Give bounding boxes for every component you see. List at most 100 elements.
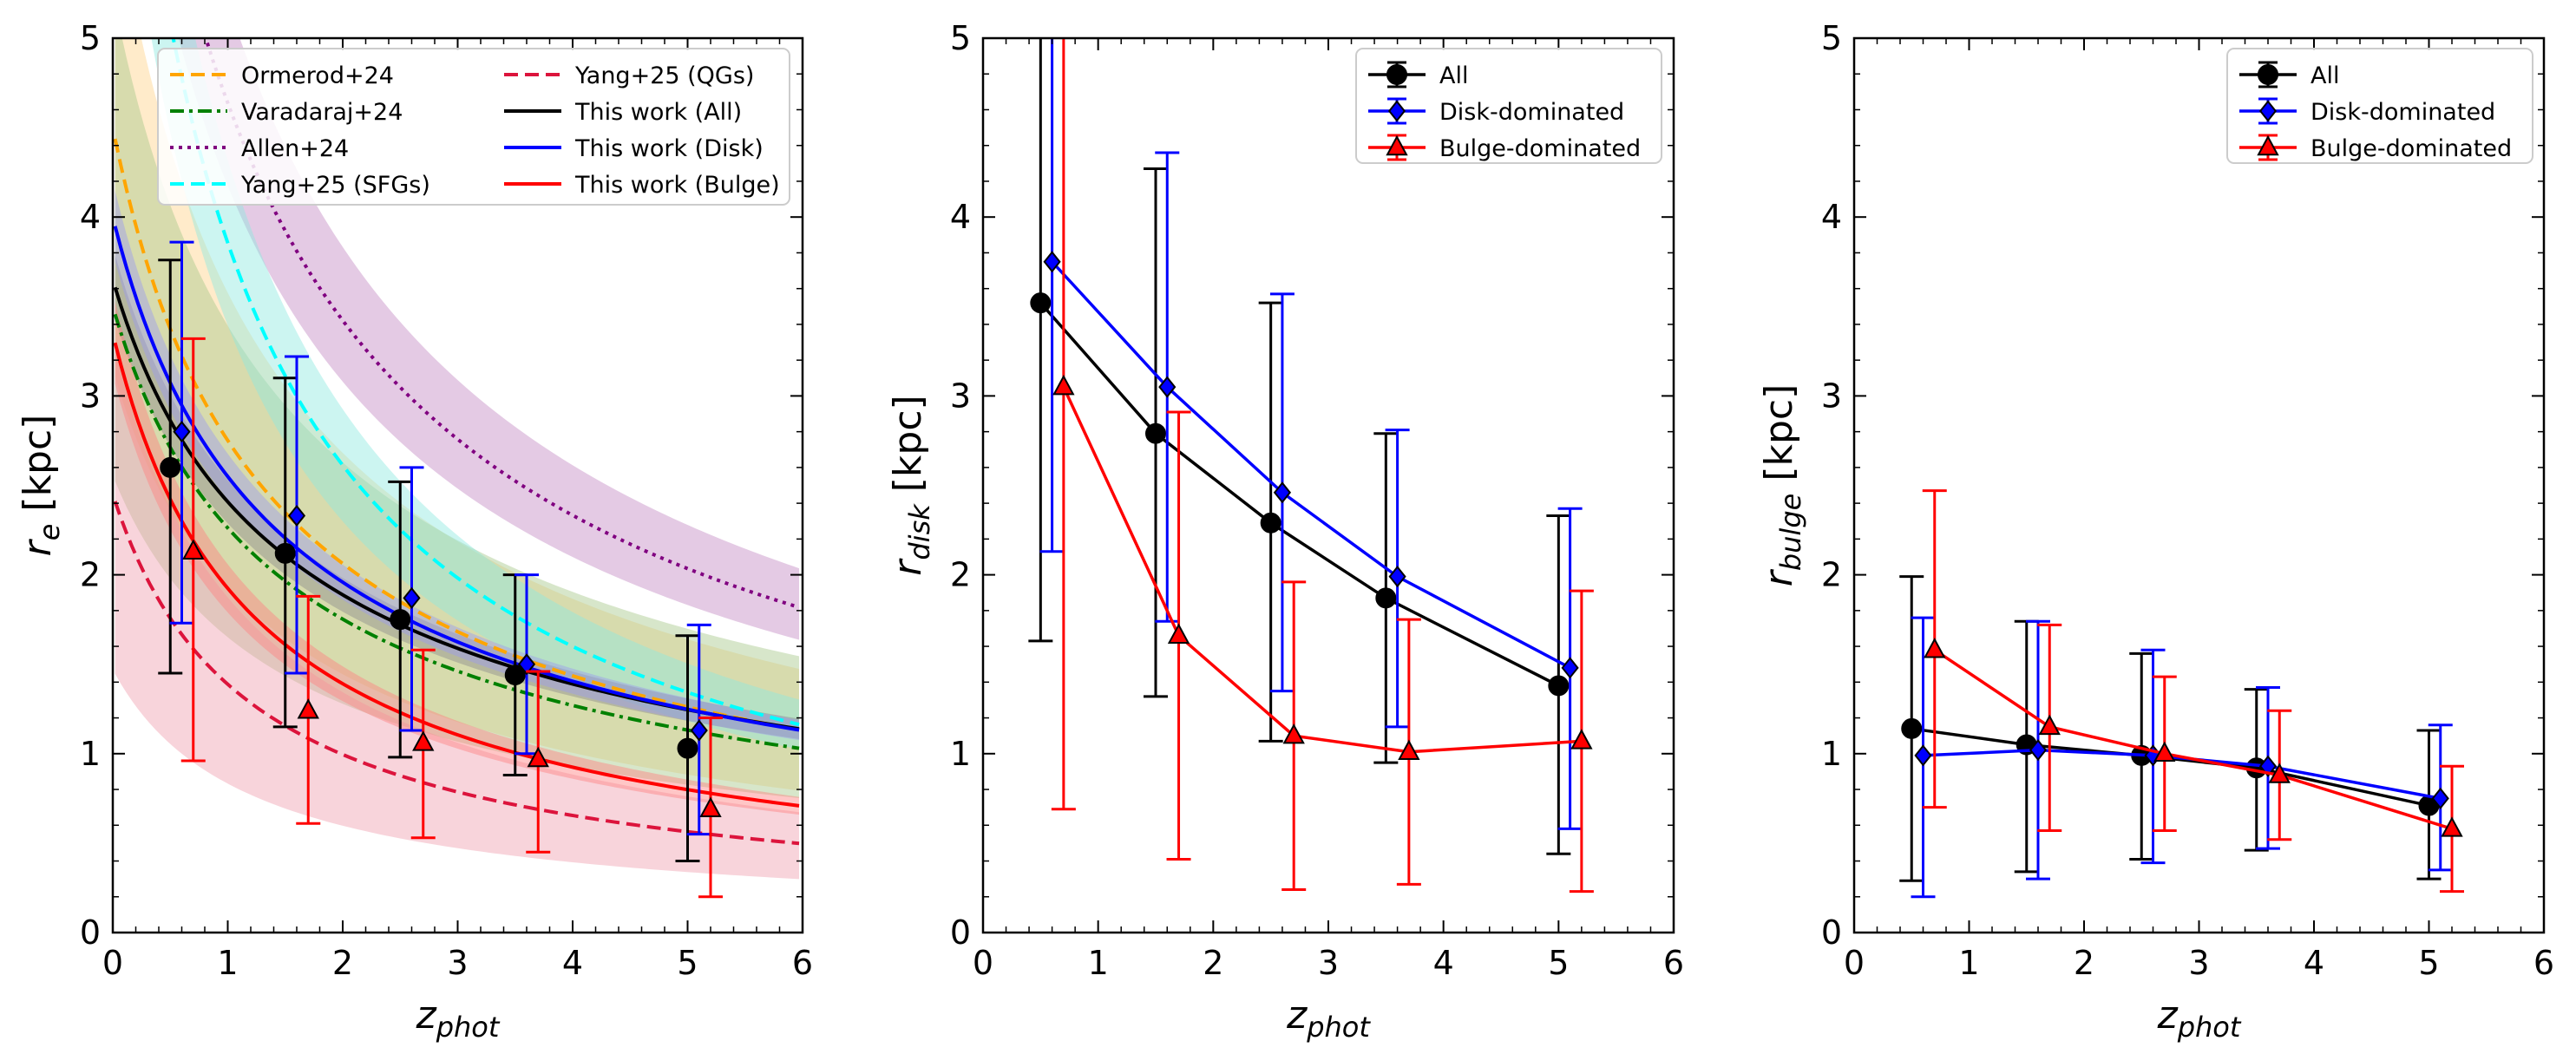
model-curve — [113, 501, 800, 846]
y-tick-label: 5 — [950, 19, 971, 57]
x-tick-label: 2 — [2074, 944, 2094, 982]
x-tick-label: 1 — [217, 944, 238, 982]
data-point — [1260, 512, 1281, 534]
legend-label: All — [1439, 62, 1468, 89]
data-point — [1398, 739, 1420, 760]
legend-marker — [2257, 134, 2279, 156]
y-axis-label: rdisk [kpc] — [886, 395, 936, 575]
y-axis-label-base: r — [1757, 568, 1801, 586]
y-tick-label: 0 — [80, 913, 101, 952]
y-tick-label: 3 — [80, 376, 101, 415]
y-axis-label-unit: [kpc] — [886, 395, 930, 504]
x-tick-label: 1 — [1088, 944, 1109, 982]
data-point — [2029, 739, 2048, 762]
x-axis-label-base: z — [416, 993, 437, 1038]
y-tick-label: 2 — [80, 556, 101, 594]
x-tick-label: 5 — [2418, 944, 2439, 982]
y-axis-label: rbulge [kpc] — [1757, 384, 1807, 587]
y-tick-label: 5 — [1821, 19, 1842, 57]
data-point — [527, 746, 549, 768]
y-tick-label: 4 — [1821, 198, 1842, 236]
data-point — [504, 664, 526, 686]
series-line — [1062, 386, 1582, 754]
data-point — [677, 737, 698, 759]
panel3-plot-area — [1899, 489, 2464, 899]
data-point — [1273, 481, 1292, 504]
x-tick-label: 2 — [332, 944, 353, 982]
legend-label: Yang+25 (QGs) — [574, 62, 754, 89]
data-point — [1570, 729, 1593, 750]
data-point — [1388, 566, 1406, 588]
y-tick-label: 5 — [80, 19, 101, 57]
legend-label: Varadaraj+24 — [241, 99, 403, 126]
data-point — [1901, 717, 1923, 739]
y-tick-label: 3 — [950, 376, 971, 415]
y-tick-label: 1 — [1821, 735, 1842, 773]
legend: Ormerod+24 Varadaraj+24 Allen+24 Yang+25 (S… — [157, 48, 790, 206]
panel2: 0 1 2 3 4 5 6 0 1 2 3 4 5 zphot rdisk [kpc] All Disk-dom… — [886, 19, 1684, 1044]
x-tick-label: 2 — [1203, 944, 1223, 982]
data-point — [390, 609, 411, 631]
x-tick-label: 3 — [1318, 944, 1339, 982]
x-axis-label: zphot — [416, 993, 501, 1044]
data-point — [1282, 723, 1305, 744]
legend-label: This work (All) — [574, 99, 742, 126]
data-point — [1043, 251, 1061, 273]
data-point — [1548, 675, 1570, 697]
x-axis-label-base: z — [1286, 993, 1308, 1038]
x-axis-label: zphot — [1286, 993, 1371, 1044]
model-curve — [113, 313, 800, 750]
y-tick-label: 2 — [1821, 556, 1842, 594]
legend-label: Allen+24 — [241, 135, 349, 162]
x-tick-label: 1 — [1958, 944, 1979, 982]
y-tick-label: 0 — [950, 913, 971, 952]
series-line — [1933, 648, 2453, 831]
x-axis-label-sub: phot — [1306, 1011, 1371, 1044]
data-point — [1052, 374, 1075, 396]
y-tick-label: 4 — [80, 198, 101, 236]
legend-marker — [1387, 100, 1406, 122]
model-curve — [113, 138, 800, 732]
series-line — [1911, 727, 2429, 808]
legend-label: Ormerod+24 — [241, 62, 394, 89]
model-band — [115, 350, 800, 880]
data-point — [1924, 638, 1946, 658]
x-tick-label: 0 — [1844, 944, 1865, 982]
model-curve — [204, 38, 800, 609]
legend-marker — [1386, 64, 1407, 85]
y-tick-label: 1 — [80, 735, 101, 773]
x-tick-label: 4 — [562, 944, 583, 982]
data-point — [2441, 816, 2463, 837]
x-tick-label: 5 — [677, 944, 698, 982]
x-tick-label: 5 — [1548, 944, 1569, 982]
legend: All Disk-dominated Bulge-dominated — [1355, 48, 1662, 164]
x-axis-label: zphot — [2157, 993, 2242, 1044]
legend-marker — [2258, 100, 2278, 122]
x-tick-label: 4 — [1433, 944, 1454, 982]
x-tick-label: 3 — [447, 944, 468, 982]
legend-marker — [1386, 134, 1408, 156]
data-point — [1145, 422, 1166, 444]
data-point — [297, 698, 319, 719]
data-point — [173, 421, 191, 443]
y-tick-label: 3 — [1821, 376, 1842, 415]
legend-box — [1355, 48, 1662, 164]
y-tick-label: 1 — [950, 735, 971, 773]
x-tick-label: 6 — [1663, 944, 1684, 982]
data-point — [699, 796, 722, 817]
data-point — [1375, 587, 1397, 609]
data-point — [403, 586, 421, 610]
legend-label: Disk-dominated — [2311, 99, 2495, 126]
legend: All Disk-dominated Bulge-dominated — [2226, 48, 2533, 164]
legend-label: Bulge-dominated — [1439, 135, 1641, 162]
panel2-plot-area — [1028, 38, 1594, 894]
y-tick-label: 0 — [1821, 913, 1842, 952]
legend-label: Bulge-dominated — [2311, 135, 2512, 162]
legend-marker — [2258, 64, 2278, 85]
data-point — [412, 730, 435, 751]
legend-box — [2226, 48, 2533, 164]
data-point — [1914, 744, 1932, 767]
data-point — [2153, 741, 2176, 763]
model-curve — [113, 342, 800, 808]
